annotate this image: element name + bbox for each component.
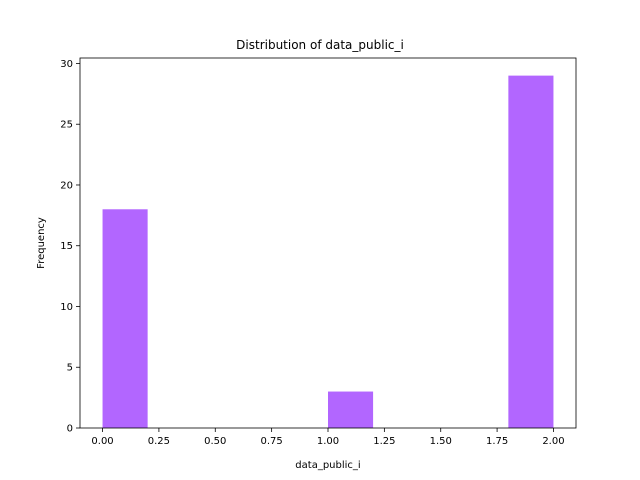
y-tick-label: 15 bbox=[60, 241, 73, 252]
x-tick-label: 0.25 bbox=[148, 436, 170, 447]
plot-frame bbox=[79, 57, 577, 429]
histogram-bar bbox=[508, 75, 554, 428]
y-tick-label: 0 bbox=[67, 424, 73, 435]
y-tick-label: 10 bbox=[60, 302, 73, 313]
histogram-bar bbox=[328, 391, 374, 428]
x-tick-label: 0.50 bbox=[204, 436, 226, 447]
x-tick-label: 1.25 bbox=[373, 436, 395, 447]
x-axis-ticks: 0.00 0.25 0.50 0.75 1.00 1.25 1.50 1.75 2.00 bbox=[91, 428, 565, 447]
y-axis-ticks: 0 5 10 15 20 25 30 bbox=[60, 59, 80, 435]
x-tick-label: 1.00 bbox=[317, 436, 339, 447]
bars-group bbox=[102, 75, 554, 428]
chart-title: Distribution of data_public_i bbox=[236, 38, 404, 52]
x-tick-label: 2.00 bbox=[542, 436, 564, 447]
y-axis-label: Frequency bbox=[36, 217, 47, 269]
y-tick-label: 30 bbox=[60, 59, 73, 70]
histogram-bar bbox=[102, 209, 148, 428]
x-tick-label: 1.50 bbox=[430, 436, 452, 447]
y-tick-label: 25 bbox=[60, 120, 73, 131]
x-tick-label: 1.75 bbox=[486, 436, 508, 447]
x-axis-label: data_public_i bbox=[295, 460, 360, 471]
y-tick-label: 20 bbox=[60, 180, 73, 191]
x-tick-label: 0.00 bbox=[91, 436, 113, 447]
y-tick-label: 5 bbox=[67, 363, 73, 374]
x-tick-label: 0.75 bbox=[261, 436, 283, 447]
